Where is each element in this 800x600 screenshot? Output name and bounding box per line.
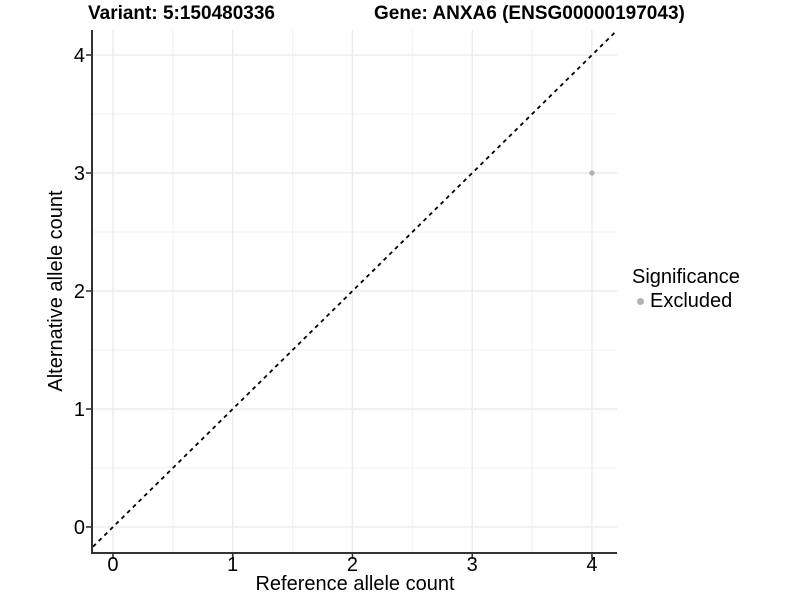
legend-item-excluded: Excluded bbox=[632, 289, 740, 313]
y-tick-label: 2 bbox=[74, 281, 85, 303]
x-tick-label: 2 bbox=[347, 554, 358, 576]
plot-title-variant: Variant: 5:150480336 bbox=[88, 3, 275, 24]
x-tick-label: 0 bbox=[107, 554, 118, 576]
y-tick-label: 4 bbox=[74, 45, 85, 67]
y-axis-title: Alternative allele count bbox=[45, 190, 67, 392]
y-tick-label: 3 bbox=[74, 163, 85, 185]
legend-item-label: Excluded bbox=[650, 290, 733, 312]
y-tick-label: 1 bbox=[74, 399, 85, 421]
plot-title-gene: Gene: ANXA6 (ENSG00000197043) bbox=[374, 3, 685, 24]
y-tick-label: 0 bbox=[74, 517, 85, 539]
legend: Significance Excluded bbox=[632, 265, 740, 313]
x-tick-label: 1 bbox=[227, 554, 238, 576]
x-tick-label: 4 bbox=[586, 554, 597, 576]
legend-title: Significance bbox=[632, 266, 740, 288]
x-tick-label: 3 bbox=[467, 554, 478, 576]
x-axis-title: Reference allele count bbox=[255, 573, 455, 595]
legend-point-icon bbox=[637, 297, 644, 305]
identity-line bbox=[92, 29, 618, 548]
data-point bbox=[589, 170, 595, 176]
